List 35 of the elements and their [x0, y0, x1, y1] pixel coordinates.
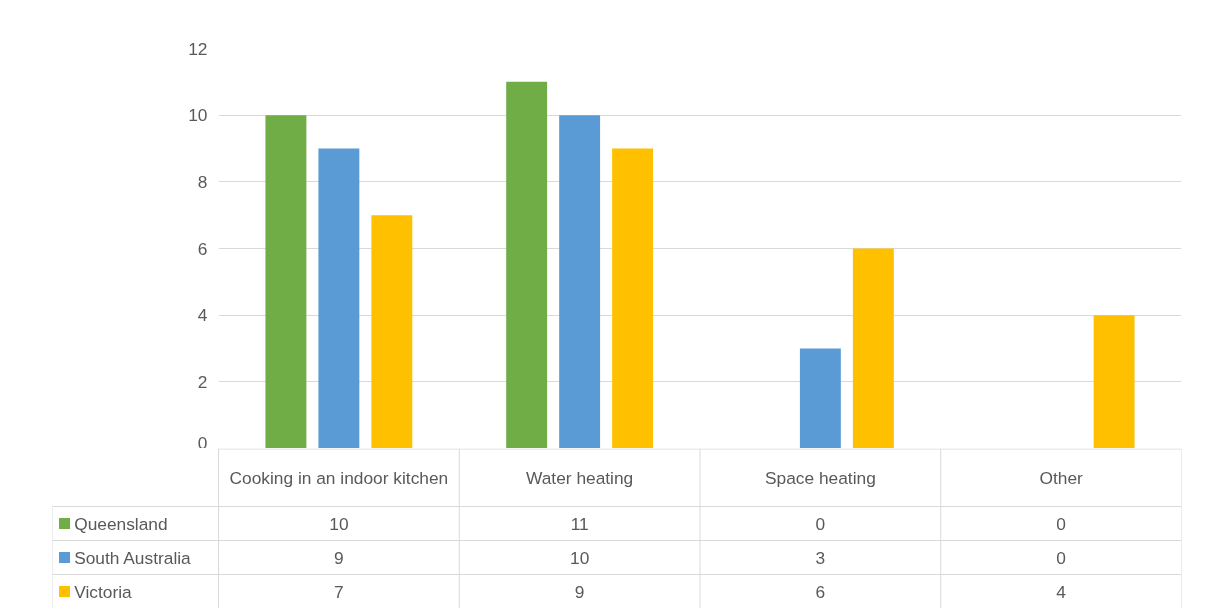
bar	[852, 248, 894, 448]
x-tick-label: Water heating	[526, 467, 634, 488]
x-tick-label: Cooking in an indoor kitchen	[229, 467, 449, 488]
x-tick-label: Other	[1039, 467, 1084, 488]
bar	[612, 148, 654, 448]
data-label: 9	[574, 581, 585, 602]
data-label: 10	[569, 547, 590, 568]
y-tick-label: 2	[197, 371, 208, 392]
x-tick-label: Space heating	[764, 467, 876, 488]
bar	[506, 81, 548, 448]
data-label: 9	[334, 547, 344, 568]
data-label: 0	[1056, 547, 1066, 568]
legend-label: Victoria	[74, 581, 132, 602]
bar	[265, 115, 307, 448]
y-tick-label: 4	[197, 305, 208, 326]
legend-label: Queensland	[74, 513, 168, 534]
bar	[799, 348, 841, 448]
y-tick-label: 8	[197, 171, 208, 192]
y-tick-label: 6	[197, 238, 208, 259]
data-label: 3	[815, 547, 826, 568]
bar	[371, 215, 413, 448]
data-label: 4	[1056, 581, 1067, 602]
data-label: 11	[570, 513, 589, 534]
data-label: 7	[334, 581, 344, 602]
data-label: 0	[815, 513, 826, 534]
y-tick-label: 12	[188, 38, 208, 59]
legend-label: South Australia	[74, 547, 192, 568]
data-label: 10	[329, 513, 349, 534]
bar	[1093, 315, 1135, 448]
bar	[559, 115, 601, 448]
y-tick-label: 10	[188, 105, 208, 126]
data-label: 6	[815, 581, 826, 602]
bar	[318, 148, 360, 448]
data-label: 0	[1056, 513, 1066, 534]
y-tick-label: 0	[197, 432, 208, 453]
